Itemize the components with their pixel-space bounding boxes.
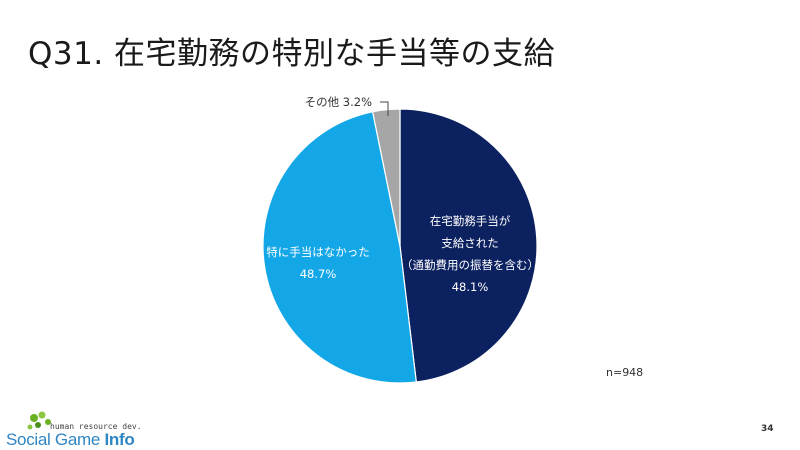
logo-wordmark: Social Game Info — [6, 430, 135, 450]
slice-no-allowance — [262, 111, 417, 384]
logo-tagline: human resource dev. — [50, 422, 142, 431]
logo-word-info: Info — [104, 430, 135, 449]
logo-word-social-game: Social Game — [6, 430, 105, 449]
page-title: Q31. 在宅勤務の特別な手当等の支給 — [28, 36, 556, 72]
slice-other-label: その他 3.2% — [305, 95, 372, 109]
page-number: 34 — [761, 424, 774, 434]
slice-remote-allowance-label: 在宅勤務手当が支給された（通勤費用の振替を含む） 48.1% — [401, 214, 539, 294]
slice-remote-allowance — [399, 108, 538, 383]
slice-no-allowance-label: 特に手当はなかった 48.7% — [266, 245, 370, 281]
sample-size-label: n=948 — [606, 366, 644, 379]
slice-other — [371, 108, 401, 247]
social-game-info-logo: human resource dev. Social Game Info — [6, 410, 176, 450]
logo-leaf-icon — [27, 411, 51, 430]
slice-other-leader-line — [380, 101, 389, 116]
